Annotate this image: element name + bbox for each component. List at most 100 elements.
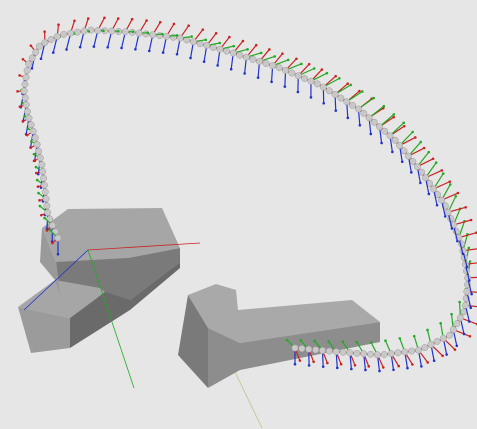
trajectory-point bbox=[23, 67, 31, 75]
pose-z-arrow-head bbox=[427, 192, 431, 196]
pose-y-arrow-head bbox=[190, 35, 193, 38]
pose-y-arrow-head bbox=[26, 127, 30, 131]
pose-z-arrow-head bbox=[216, 64, 219, 67]
pose-z-arrow-head bbox=[229, 67, 233, 71]
pose-z-arrow-head bbox=[380, 141, 383, 145]
pose-z-arrow-head bbox=[461, 252, 465, 256]
pose-x-arrow-head bbox=[268, 48, 271, 51]
pose-x-arrow-head bbox=[228, 35, 231, 39]
pose-y-arrow-head bbox=[313, 339, 316, 343]
trajectory-point bbox=[346, 349, 354, 357]
pose-x-arrow-head bbox=[38, 199, 41, 202]
trajectory-point bbox=[453, 320, 461, 328]
pose-x-arrow-head bbox=[43, 30, 46, 33]
trajectory-point bbox=[94, 26, 102, 34]
trajectory-point bbox=[307, 77, 315, 85]
trajectory-point bbox=[456, 314, 464, 322]
trajectory-point bbox=[25, 114, 33, 122]
trajectory-point bbox=[203, 42, 211, 49]
start-block-lower-side bbox=[18, 307, 70, 353]
pose-y-arrow-head bbox=[175, 34, 179, 37]
pose-x-arrow-head bbox=[86, 17, 90, 20]
world-y-axis bbox=[87, 249, 135, 389]
pose-y-arrow-head bbox=[32, 152, 36, 156]
trajectory-point bbox=[229, 49, 237, 57]
pose-y-arrow-head bbox=[30, 140, 33, 143]
pose-x-arrow-head bbox=[298, 359, 302, 362]
trajectory-point bbox=[343, 98, 351, 106]
pose-z-arrow-head bbox=[468, 279, 471, 282]
pose-y-arrow-head bbox=[116, 29, 120, 33]
pose-z-arrow-head bbox=[189, 56, 192, 60]
pose-x-arrow-head bbox=[103, 16, 106, 20]
trajectory-point bbox=[422, 174, 429, 182]
pose-y-arrow-head bbox=[299, 339, 303, 342]
start-block-top bbox=[42, 208, 180, 269]
pose-x-arrow-head bbox=[29, 44, 33, 47]
trajectory-point bbox=[35, 42, 43, 50]
pose-z-arrow-head bbox=[175, 52, 179, 56]
pose-z-arrow-head bbox=[309, 96, 313, 99]
pose-x-arrow-head bbox=[381, 366, 385, 369]
trajectory-point bbox=[42, 195, 50, 203]
trajectory-point bbox=[236, 51, 244, 59]
pose-x-arrow-head bbox=[241, 39, 245, 43]
pose-y-arrow-head bbox=[35, 178, 39, 182]
pose-y-arrow-head bbox=[402, 121, 406, 125]
trajectory-point bbox=[430, 185, 437, 193]
trajectory-point bbox=[22, 101, 30, 109]
trajectory-point bbox=[54, 234, 62, 242]
pose-z-arrow-head bbox=[346, 116, 350, 120]
trajectory-point bbox=[367, 350, 375, 358]
trajectory-point bbox=[354, 105, 362, 113]
pose-x-arrow-head bbox=[358, 89, 361, 93]
trajectory-point bbox=[149, 31, 157, 39]
pose-y-arrow-head bbox=[285, 338, 289, 342]
pose-y-arrow-head bbox=[218, 41, 222, 45]
trajectory-point bbox=[41, 39, 49, 47]
world-frame bbox=[23, 242, 263, 429]
pose-x-arrow-head bbox=[32, 159, 36, 163]
pose-y-arrow-head bbox=[161, 32, 164, 36]
pose-z-arrow-head bbox=[467, 320, 471, 323]
pose-z-arrow-head bbox=[400, 160, 404, 164]
trajectory-point bbox=[189, 38, 197, 46]
goal-block-front bbox=[208, 322, 380, 388]
pose-z-arrow-head bbox=[321, 365, 325, 368]
trajectory-point bbox=[391, 136, 399, 144]
pose-z-arrow-head bbox=[65, 48, 68, 51]
trajectory-point bbox=[67, 29, 74, 37]
trajectory-point bbox=[449, 326, 457, 334]
pose-y-arrow-head bbox=[349, 83, 353, 87]
trajectory-point bbox=[319, 83, 327, 91]
trajectory-point bbox=[337, 94, 345, 102]
pose-y-arrow-head bbox=[273, 55, 277, 58]
trajectory-point bbox=[73, 28, 81, 36]
trajectory-point bbox=[256, 57, 263, 65]
pose-z-arrow-head bbox=[450, 227, 454, 230]
pose-z-arrow-head bbox=[147, 49, 151, 53]
pose-y-arrow-head bbox=[372, 96, 375, 100]
pose-y-arrow-head bbox=[48, 228, 52, 232]
pose-x-arrow-head bbox=[440, 169, 444, 172]
pose-z-arrow-head bbox=[307, 364, 311, 367]
pose-x-arrow-head bbox=[34, 171, 38, 175]
pose-y-arrow-head bbox=[419, 140, 423, 144]
pose-y-arrow-head bbox=[204, 38, 208, 42]
pose-y-arrow-head bbox=[369, 341, 373, 344]
pose-y-arrow-head bbox=[300, 62, 303, 66]
pose-z-arrow-head bbox=[256, 76, 260, 79]
pose-x-arrow-head bbox=[426, 361, 430, 364]
pose-y-arrow-head bbox=[87, 30, 90, 33]
pose-x-arrow-head bbox=[18, 105, 22, 108]
pose-y-arrow-head bbox=[382, 104, 386, 108]
pose-x-arrow-head bbox=[172, 22, 176, 26]
pose-x-arrow-head bbox=[431, 157, 435, 161]
pose-y-arrow-head bbox=[458, 300, 461, 304]
pose-y-arrow-head bbox=[468, 260, 472, 263]
pose-x-arrow-head bbox=[130, 17, 134, 21]
pose-x-arrow-head bbox=[411, 363, 414, 366]
pose-z-arrow-head bbox=[270, 80, 273, 84]
